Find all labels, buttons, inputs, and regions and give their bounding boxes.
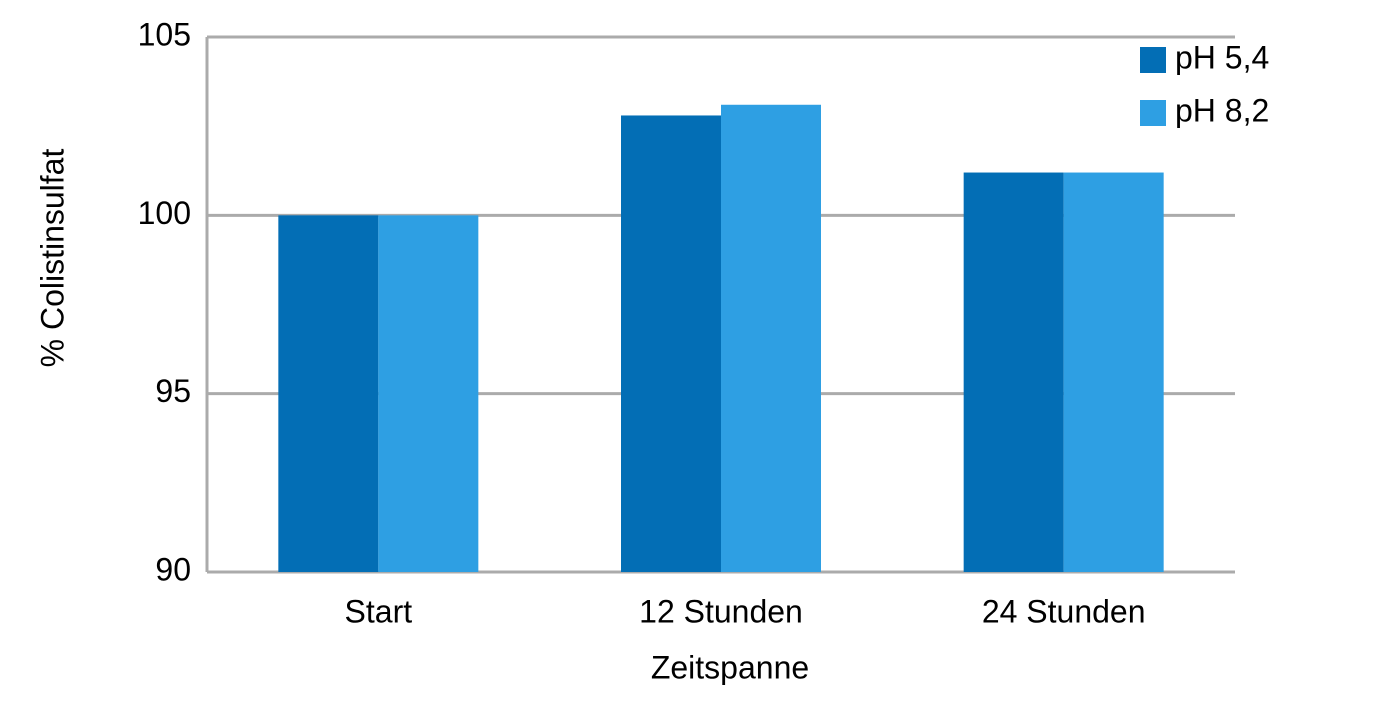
x-tick-label: 24 Stunden	[982, 593, 1146, 629]
y-axis-title: % Colistinsulfat	[34, 149, 70, 368]
y-tick-label: 100	[138, 195, 191, 231]
y-tick-label: 90	[155, 551, 191, 587]
bar	[378, 215, 479, 573]
bar	[621, 115, 721, 572]
x-axis-title: Zeitspanne	[651, 649, 809, 685]
legend-label: pH 5,4	[1175, 39, 1269, 75]
bar	[1063, 172, 1164, 573]
legend-swatch	[1140, 47, 1166, 73]
x-tick-label: Start	[345, 593, 413, 629]
bar	[278, 215, 379, 573]
bar	[721, 104, 821, 573]
x-tick-label: 12 Stunden	[639, 593, 803, 629]
bar	[963, 172, 1064, 573]
y-tick-label: 105	[138, 16, 191, 52]
y-tick-label: 95	[155, 373, 191, 409]
legend-label: pH 8,2	[1175, 92, 1269, 128]
legend-swatch	[1140, 100, 1166, 126]
